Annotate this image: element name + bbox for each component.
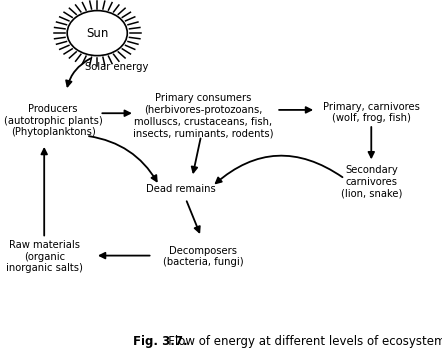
Text: Decomposers
(bacteria, fungi): Decomposers (bacteria, fungi) bbox=[163, 246, 244, 267]
Text: Solar energy: Solar energy bbox=[85, 62, 149, 72]
Text: Secondary
carnivores
(lion, snake): Secondary carnivores (lion, snake) bbox=[341, 166, 402, 199]
Circle shape bbox=[67, 11, 127, 56]
Text: Producers
(autotrophic plants)
(Phytoplanktons): Producers (autotrophic plants) (Phytopla… bbox=[4, 104, 103, 137]
Text: Dead remains: Dead remains bbox=[146, 184, 216, 194]
Text: Sun: Sun bbox=[86, 27, 108, 40]
Text: Flow of energy at different levels of ecosystem.: Flow of energy at different levels of ec… bbox=[157, 335, 442, 348]
Text: Primary consumers
(herbivores-protozoans,
molluscs, crustaceans, fish,
insects, : Primary consumers (herbivores-protozoans… bbox=[133, 94, 274, 138]
Text: Primary, carnivores
(wolf, frog, fish): Primary, carnivores (wolf, frog, fish) bbox=[323, 102, 420, 124]
Text: Fig. 3.7.: Fig. 3.7. bbox=[133, 335, 187, 348]
Text: Raw materials
(organic
inorganic salts): Raw materials (organic inorganic salts) bbox=[6, 240, 83, 273]
